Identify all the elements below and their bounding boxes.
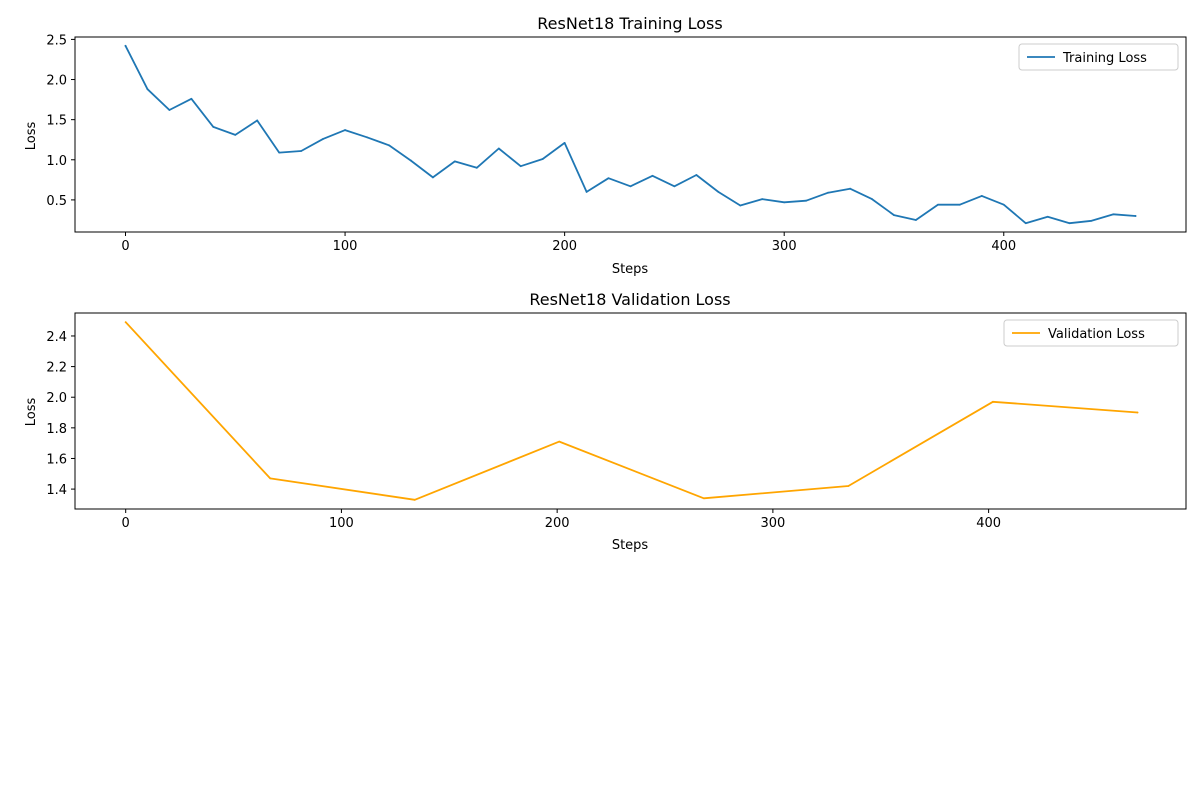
x-tick-label: 300 [772,239,797,254]
y-tick-label: 2.2 [46,361,67,376]
data-point [805,199,808,202]
x-tick-label: 100 [333,239,358,254]
validation-loss-chart: ResNet18 Validation Loss Steps Loss 0 100… [24,290,1187,553]
data-point [497,147,500,150]
x-tick-label: 200 [552,239,577,254]
x-axis-label: Steps [612,262,649,277]
x-tick-label: 400 [976,516,1001,531]
axes-frame [74,36,1187,233]
data-point [475,166,478,169]
data-point [124,44,127,47]
data-point [558,440,561,443]
legend-label: Training Loss [1062,51,1147,66]
data-point [1068,222,1071,225]
training-loss-chart: ResNet18 Training Loss Steps Loss 0 100 20… [24,14,1187,277]
data-point [431,176,434,179]
data-point [146,88,149,91]
data-point [124,321,127,324]
data-point [992,400,994,403]
legend-box [1018,43,1179,71]
data-point [256,119,259,122]
data-point [629,185,632,188]
data-point [1136,411,1139,414]
y-axis-label: Loss [24,122,39,151]
data-point [849,187,851,190]
chart-title: ResNet18 Validation Loss [529,290,730,309]
y-axis-label: Loss [24,398,39,427]
data-point [300,150,303,152]
legend-box [1003,319,1179,347]
data-point [278,151,281,154]
legend: Training Loss [1018,43,1179,71]
data-point [783,201,786,204]
plot-lines [124,44,1137,225]
data-point [410,159,412,162]
data-point [190,97,193,100]
y-tick-label: 2.0 [46,391,67,406]
data-point [234,134,237,136]
data-point [1046,215,1049,218]
data-point [761,198,764,200]
data-point [695,174,698,176]
data-point [1024,222,1027,225]
data-point [388,144,390,147]
x-tick-label: 300 [760,516,785,531]
x-tick-label: 0 [121,239,129,254]
data-point [739,204,742,207]
data-point [413,498,416,501]
x-tick-label: 0 [122,516,130,531]
y-tick-label: 0.5 [46,194,67,209]
data-point [212,125,215,128]
data-point [936,203,939,206]
data-point [541,158,544,160]
data-point [1134,215,1137,217]
x-tick-label: 100 [329,516,354,531]
data-point [344,129,346,131]
y-tick-label: 2.5 [46,33,67,48]
legend: Validation Loss [1003,319,1179,347]
data-point [871,198,873,200]
data-point [651,174,654,177]
y-tick-label: 2.0 [46,74,67,89]
data-point [607,177,610,180]
legend-label: Validation Loss [1048,327,1145,342]
data-point [847,485,850,487]
plot-lines [124,321,1139,501]
data-point [893,214,895,217]
x-tick-label: 400 [991,239,1016,254]
y-tick-label: 1.4 [46,483,67,498]
y-tick-label: 1.6 [46,452,67,467]
y-tick-label: 1.8 [46,422,67,437]
data-point [958,203,961,206]
x-tick-label: 200 [545,516,570,531]
data-point [453,160,456,163]
data-point [702,497,705,500]
data-point [1112,213,1115,216]
y-tick-label: 2.4 [46,330,67,345]
x-axis-label: Steps [612,538,649,553]
axis-ticks: 0 100 200 300 400 0.5 1.0 1.5 2.0 2.5 [46,33,1016,254]
axis-ticks: 0 100 200 300 400 1.4 1.6 1.8 2.0 2.2 2.4 [46,330,1001,531]
y-tick-label: 1.0 [46,154,67,169]
data-point [519,165,522,168]
data-point [980,194,983,197]
data-point [717,190,720,193]
data-point [1002,203,1005,206]
data-point [322,138,325,140]
data-point [168,109,171,111]
data-point [1090,219,1093,222]
data-point [585,190,588,193]
series-line [124,321,1139,501]
data-point [827,191,830,194]
data-point [269,477,272,480]
data-point [563,142,566,144]
data-point [673,185,676,188]
data-point [366,136,368,139]
y-tick-label: 1.5 [46,114,67,129]
chart-title: ResNet18 Training Loss [537,14,722,33]
data-point [915,219,917,221]
axes-frame [74,312,1187,510]
